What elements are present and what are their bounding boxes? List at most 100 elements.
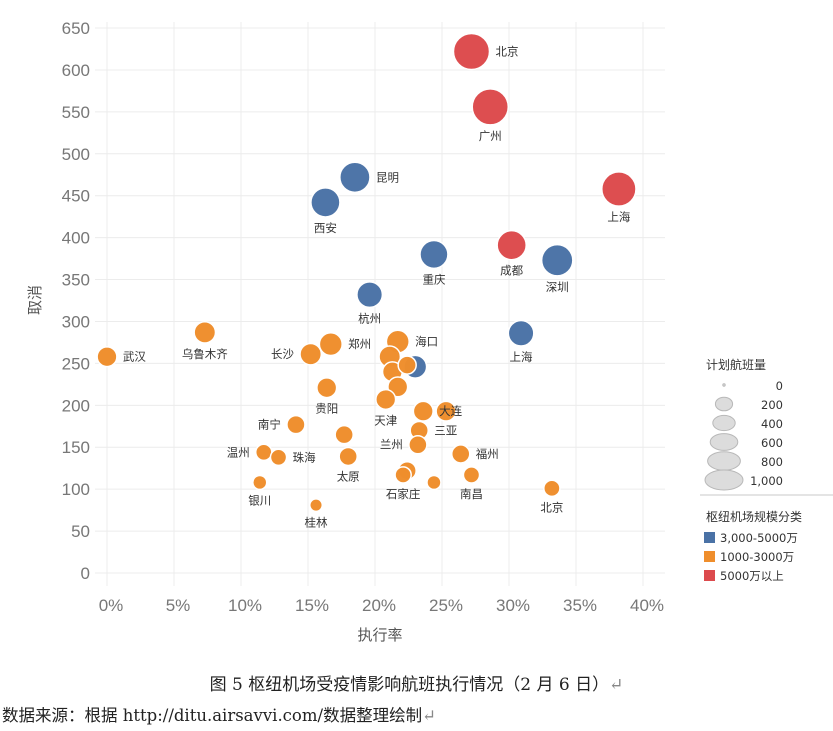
bubbles — [96, 32, 637, 513]
bubble — [408, 434, 428, 455]
point-label: 上海 — [510, 350, 533, 364]
bubble — [334, 424, 354, 445]
size-legend-swatch — [714, 396, 734, 412]
x-tick-label: 35% — [563, 596, 597, 615]
point-label: 昆明 — [376, 170, 399, 184]
color-legend-swatch — [704, 570, 715, 581]
point-label: 北京 — [540, 500, 563, 514]
bubble — [96, 346, 118, 368]
bubble — [397, 355, 417, 375]
bubble — [309, 498, 324, 513]
y-tick-label: 300 — [62, 312, 90, 331]
color-legend-label: 5000万以上 — [720, 569, 784, 583]
size-legend-swatch — [712, 414, 736, 432]
size-legend: 计划航班量 0 200 400 600 800 1,000 — [704, 357, 783, 491]
size-legend-swatch — [704, 469, 744, 491]
size-legend-label: 1,000 — [750, 474, 783, 488]
size-legend-label: 0 — [776, 379, 783, 393]
bubble-chart: 050100150200250300350400450500550600650 … — [26, 19, 833, 644]
y-tick-label: 550 — [62, 103, 90, 122]
point-label: 天津 — [374, 413, 397, 427]
x-tick-label: 30% — [496, 596, 530, 615]
size-legend-swatch — [722, 383, 726, 387]
point-label: 武汉 — [123, 350, 146, 364]
bubble — [338, 446, 358, 467]
color-legend-swatch — [704, 532, 715, 543]
point-label: 温州 — [227, 445, 250, 459]
x-tick-label: 15% — [295, 596, 329, 615]
bubble — [252, 474, 268, 491]
size-legend-label: 600 — [761, 436, 783, 450]
point-label: 重庆 — [422, 272, 445, 286]
size-legend-label: 800 — [761, 455, 783, 469]
point-label: 海口 — [415, 335, 438, 349]
bubble — [601, 171, 637, 207]
bubble — [507, 319, 535, 347]
point-label: 太原 — [337, 469, 360, 483]
size-legend-title: 计划航班量 — [706, 357, 766, 372]
point-label: 桂林 — [305, 515, 328, 529]
return-mark: ↵ — [609, 675, 624, 695]
bubble — [540, 243, 574, 277]
bubble — [419, 239, 449, 270]
bubble — [269, 448, 288, 467]
point-label: 北京 — [496, 45, 519, 59]
point-label: 三亚 — [434, 423, 457, 437]
y-tick-label: 500 — [62, 145, 90, 164]
size-legend-label: 200 — [761, 398, 783, 412]
bubble — [299, 342, 323, 366]
point-label: 大连 — [439, 404, 462, 418]
y-tick-label: 150 — [62, 438, 90, 457]
point-label: 福州 — [476, 447, 499, 461]
y-tick-label: 400 — [62, 229, 90, 248]
data-source: 数据来源：根据 http://ditu.airsavvi.com/数据整理绘制↵ — [2, 706, 436, 725]
bubble — [426, 474, 442, 491]
x-axis-title: 执行率 — [357, 626, 402, 644]
point-label: 南昌 — [460, 487, 483, 501]
y-tick-label: 50 — [71, 522, 90, 541]
bubble — [450, 444, 471, 464]
bubble — [356, 281, 384, 309]
color-legend-label: 1000-3000万 — [720, 550, 794, 564]
y-tick-label: 200 — [62, 396, 90, 415]
x-tick-label: 0% — [99, 596, 124, 615]
y-tick-label: 450 — [62, 187, 90, 206]
bubble — [452, 32, 491, 71]
color-legend-swatch — [704, 551, 715, 562]
return-mark: ↵ — [422, 706, 436, 725]
point-label: 杭州 — [358, 311, 381, 325]
point-label: 珠海 — [293, 450, 316, 464]
size-legend-swatch — [707, 451, 741, 471]
bubble — [471, 88, 510, 126]
color-legend-title: 枢纽机场规模分类 — [706, 509, 802, 524]
point-label: 广州 — [479, 129, 502, 143]
color-legend-label: 3,000-5000万 — [720, 531, 798, 545]
x-tick-label: 20% — [362, 596, 396, 615]
y-axis-ticks: 0 50 100 150 200 250 300 350 400 450 500 550 600 650 — [62, 19, 90, 583]
point-label: 贵阳 — [315, 402, 338, 416]
point-label: 银川 — [248, 493, 271, 507]
point-label: 郑州 — [348, 337, 371, 351]
color-legend: 枢纽机场规模分类 3,000-5000万 1000-3000万 5000万以上 — [704, 509, 802, 583]
y-tick-label: 250 — [62, 354, 90, 373]
x-tick-label: 5% — [166, 596, 191, 615]
bubble — [543, 479, 561, 498]
bubble — [316, 377, 338, 399]
bubble — [496, 229, 527, 261]
point-label: 上海 — [607, 210, 630, 224]
point-label: 乌鲁木齐 — [182, 347, 228, 361]
bubble — [286, 414, 306, 435]
y-tick-label: 0 — [81, 564, 90, 583]
x-tick-label: 25% — [429, 596, 463, 615]
point-label: 南宁 — [258, 418, 281, 432]
bubble — [462, 466, 481, 484]
bubble — [310, 187, 341, 218]
size-legend-label: 400 — [761, 417, 783, 431]
point-label: 长沙 — [271, 347, 294, 361]
x-axis-ticks: 0% 5% 10% 15% 20% 25% 30% 35% 40% — [99, 596, 664, 615]
size-legend-swatch — [709, 433, 739, 451]
point-label: 兰州 — [380, 438, 403, 452]
bubble — [394, 466, 412, 484]
point-label: 深圳 — [546, 280, 569, 294]
bubble — [412, 400, 434, 422]
